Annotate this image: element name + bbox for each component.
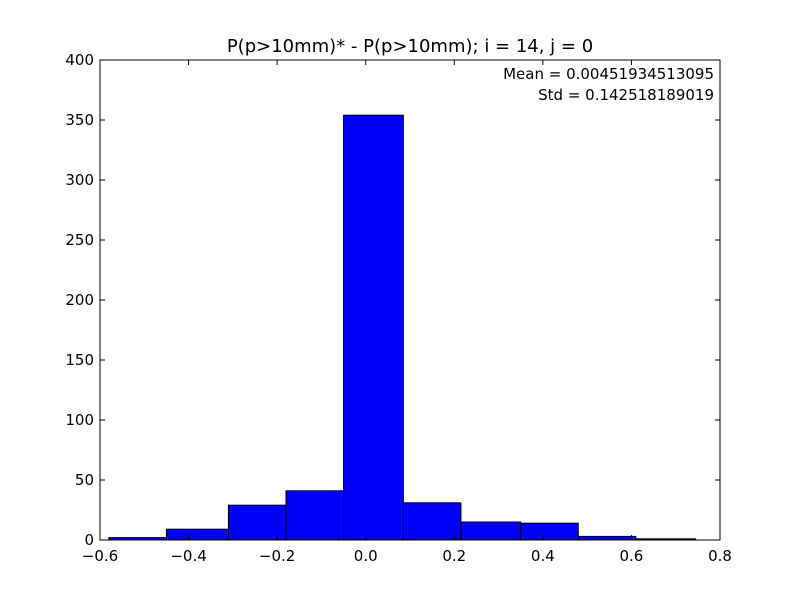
x-tick-label-0: −0.6: [82, 547, 118, 565]
y-tick-label-2: 100: [65, 411, 94, 429]
histogram-bar-7: [520, 522, 579, 541]
y-tick-label-7: 350: [65, 111, 94, 129]
x-tick-label-1: −0.4: [170, 547, 206, 565]
chart-title: P(p>10mm)* - P(p>10mm); i = 14, j = 0: [227, 36, 593, 57]
histogram-bar-5: [402, 502, 462, 541]
x-tick-label-7: 0.8: [708, 547, 732, 565]
histogram-bar-2: [227, 504, 287, 541]
y-tick-label-8: 400: [65, 51, 94, 69]
ticks-group: −0.6 −0.4 −0.2 0.0 0.2 0.4 0.6 0.8 0 50 100 150 200 2…: [65, 51, 732, 565]
histogram-bar-1: [165, 528, 229, 541]
x-tick-label-6: 0.6: [619, 547, 643, 565]
x-tick-label-3: 0.0: [354, 547, 378, 565]
y-tick-label-5: 250: [65, 231, 94, 249]
mean-annotation: Mean = 0.00451934513095: [503, 65, 714, 83]
histogram-bar-8: [577, 535, 637, 541]
x-tick-label-5: 0.4: [531, 547, 555, 565]
bars-group: [108, 114, 697, 541]
std-annotation: Std = 0.142518189019: [538, 86, 714, 104]
x-tick-label-2: −0.2: [259, 547, 295, 565]
y-tick-label-6: 300: [65, 171, 94, 189]
histogram-bar-3: [285, 490, 345, 541]
histogram-bar-4: [343, 114, 404, 541]
y-tick-label-4: 200: [65, 291, 94, 309]
y-tick-label-1: 50: [75, 471, 94, 489]
histogram-bar-6: [460, 521, 522, 541]
y-tick-label-0: 0: [84, 531, 94, 549]
x-tick-label-4: 0.2: [442, 547, 466, 565]
y-tick-label-3: 150: [65, 351, 94, 369]
